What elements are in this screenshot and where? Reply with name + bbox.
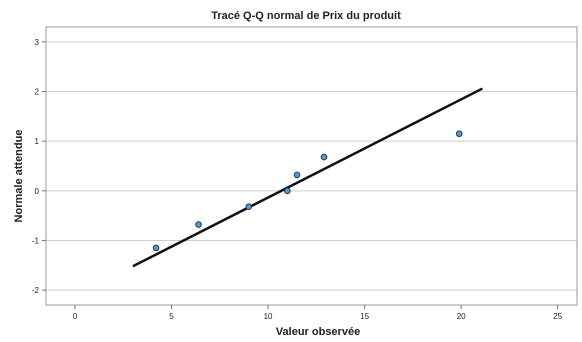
y-tick-label: -1 xyxy=(32,236,40,245)
data-points xyxy=(152,130,463,252)
data-point xyxy=(320,153,328,161)
chart-title: Tracé Q-Q normal de Prix du produit xyxy=(211,10,401,22)
x-tick-label: 0 xyxy=(73,312,78,321)
axis-ticks: -2 -1 0 1 2 3 0 5 10 15 20 25 xyxy=(32,38,563,321)
x-tick-label: 15 xyxy=(360,312,369,321)
x-axis-title: Valeur observée xyxy=(276,326,360,338)
x-tick-label: 20 xyxy=(457,312,466,321)
x-tick-label: 10 xyxy=(264,312,273,321)
reference-line-group xyxy=(132,87,483,268)
x-tick-label: 25 xyxy=(553,312,562,321)
data-point xyxy=(195,221,202,228)
y-tick-label: 3 xyxy=(35,38,40,47)
data-point xyxy=(293,171,301,179)
data-point xyxy=(455,130,463,138)
y-tick-label: 1 xyxy=(35,137,40,146)
gridlines xyxy=(46,41,577,291)
y-tick-label: 0 xyxy=(35,187,40,196)
reference-line xyxy=(132,87,483,268)
data-point xyxy=(152,244,160,252)
y-tick-label: 2 xyxy=(35,88,40,97)
x-tick-label: 5 xyxy=(169,312,174,321)
y-tick-label: -2 xyxy=(32,286,40,295)
data-point xyxy=(245,203,253,211)
y-axis-title: Normale attendue xyxy=(13,130,25,223)
data-point xyxy=(284,187,291,195)
plot-frame xyxy=(45,26,578,306)
